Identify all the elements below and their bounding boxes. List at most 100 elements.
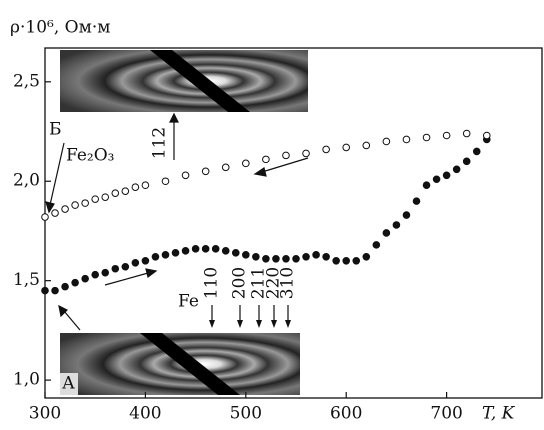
point	[392, 221, 401, 229]
point	[342, 256, 351, 265]
x-tick-label: 700	[430, 404, 462, 424]
point	[41, 286, 49, 295]
inset-bottom	[60, 333, 300, 395]
point	[342, 143, 351, 152]
point	[282, 254, 290, 263]
x-tick-label: 600	[330, 404, 362, 424]
point	[262, 155, 270, 164]
point	[101, 268, 110, 277]
arrows	[45, 112, 309, 331]
point	[482, 131, 491, 140]
point	[151, 253, 160, 261]
point	[272, 254, 280, 263]
y-axis-label: ρ·10⁶, Ом·м	[10, 18, 110, 38]
point	[442, 171, 451, 180]
point	[41, 213, 49, 221]
point	[472, 147, 481, 156]
point	[352, 256, 361, 265]
point	[131, 183, 140, 192]
point	[462, 157, 471, 166]
point	[452, 165, 461, 174]
point	[322, 253, 330, 261]
point	[141, 181, 150, 190]
y-tick-label: 1,0	[13, 370, 40, 390]
point	[242, 251, 250, 259]
point	[422, 181, 431, 190]
point	[292, 254, 300, 263]
point	[432, 175, 441, 184]
annotation: 110	[202, 267, 222, 299]
point	[221, 163, 230, 172]
point	[91, 195, 100, 203]
x-axis-label: T, K	[482, 404, 516, 424]
point	[171, 249, 180, 257]
point	[412, 197, 421, 205]
point	[91, 270, 100, 279]
point	[242, 159, 250, 168]
point	[191, 245, 200, 253]
arrow-head	[209, 320, 215, 328]
point	[51, 286, 59, 295]
point	[201, 167, 210, 176]
point	[51, 209, 59, 217]
annotation: 211	[249, 267, 269, 299]
point	[211, 245, 220, 253]
point	[71, 278, 79, 287]
point	[362, 253, 371, 261]
annotation: Fe₂O₃	[66, 146, 115, 166]
point	[442, 131, 451, 140]
point	[61, 205, 69, 213]
point	[201, 245, 210, 253]
x-tick-label: 400	[129, 404, 161, 424]
point	[111, 264, 120, 273]
point	[312, 251, 320, 259]
y-tick-label: 1,5	[13, 270, 40, 290]
point	[252, 253, 260, 261]
point	[61, 282, 69, 291]
point	[181, 247, 190, 255]
plot-frame	[44, 47, 543, 399]
annotation: Б	[49, 120, 62, 140]
point	[302, 253, 310, 261]
point	[111, 189, 120, 197]
point	[141, 256, 150, 265]
point	[221, 247, 230, 255]
arrow-head	[237, 320, 243, 328]
x-tick-label: 300	[29, 404, 61, 424]
annotation: А	[62, 374, 75, 394]
annotation: Fe	[178, 292, 199, 312]
point	[181, 171, 190, 180]
arrow-head	[285, 320, 291, 328]
point	[262, 254, 270, 263]
point	[101, 193, 110, 201]
point	[372, 241, 381, 249]
point	[121, 262, 130, 271]
point	[131, 258, 140, 267]
point	[402, 211, 411, 219]
point	[161, 251, 170, 259]
annotation: 310	[278, 267, 298, 299]
arrow-head	[271, 320, 277, 328]
y-tick-label: 2,5	[13, 71, 40, 91]
point	[362, 141, 371, 150]
point	[422, 133, 431, 142]
point	[322, 145, 330, 154]
point	[121, 187, 130, 195]
point	[462, 129, 471, 138]
point	[81, 274, 89, 283]
y-tick-label: 2,0	[13, 171, 40, 191]
annotation: 220	[264, 267, 284, 299]
point	[282, 151, 290, 160]
arrow-head	[256, 320, 262, 328]
point	[402, 135, 411, 144]
point	[161, 177, 170, 186]
point	[382, 229, 391, 237]
point	[231, 249, 240, 257]
point	[302, 149, 310, 158]
point	[71, 201, 79, 209]
point	[332, 256, 340, 265]
point	[81, 199, 89, 207]
annotation: 200	[230, 267, 250, 299]
inset-top	[60, 50, 308, 112]
